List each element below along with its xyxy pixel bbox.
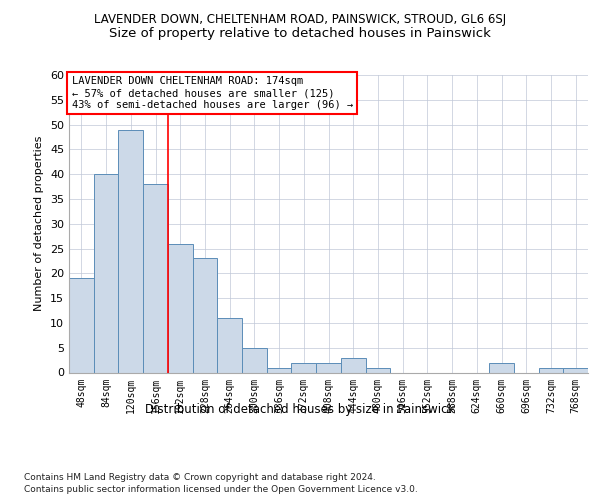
Bar <box>94 174 118 372</box>
Bar <box>193 258 217 372</box>
Bar <box>563 368 588 372</box>
Bar <box>365 368 390 372</box>
Bar <box>489 362 514 372</box>
Bar <box>217 318 242 372</box>
Text: LAVENDER DOWN, CHELTENHAM ROAD, PAINSWICK, STROUD, GL6 6SJ: LAVENDER DOWN, CHELTENHAM ROAD, PAINSWIC… <box>94 12 506 26</box>
Bar <box>168 244 193 372</box>
Bar <box>539 368 563 372</box>
Bar <box>267 368 292 372</box>
Y-axis label: Number of detached properties: Number of detached properties <box>34 136 44 312</box>
Text: Distribution of detached houses by size in Painswick: Distribution of detached houses by size … <box>145 402 455 415</box>
Bar <box>316 362 341 372</box>
Text: Contains public sector information licensed under the Open Government Licence v3: Contains public sector information licen… <box>24 485 418 494</box>
Bar <box>118 130 143 372</box>
Bar <box>143 184 168 372</box>
Text: Size of property relative to detached houses in Painswick: Size of property relative to detached ho… <box>109 28 491 40</box>
Text: LAVENDER DOWN CHELTENHAM ROAD: 174sqm
← 57% of detached houses are smaller (125): LAVENDER DOWN CHELTENHAM ROAD: 174sqm ← … <box>71 76 353 110</box>
Text: Contains HM Land Registry data © Crown copyright and database right 2024.: Contains HM Land Registry data © Crown c… <box>24 472 376 482</box>
Bar <box>242 348 267 372</box>
Bar <box>341 358 365 372</box>
Bar <box>292 362 316 372</box>
Bar <box>69 278 94 372</box>
